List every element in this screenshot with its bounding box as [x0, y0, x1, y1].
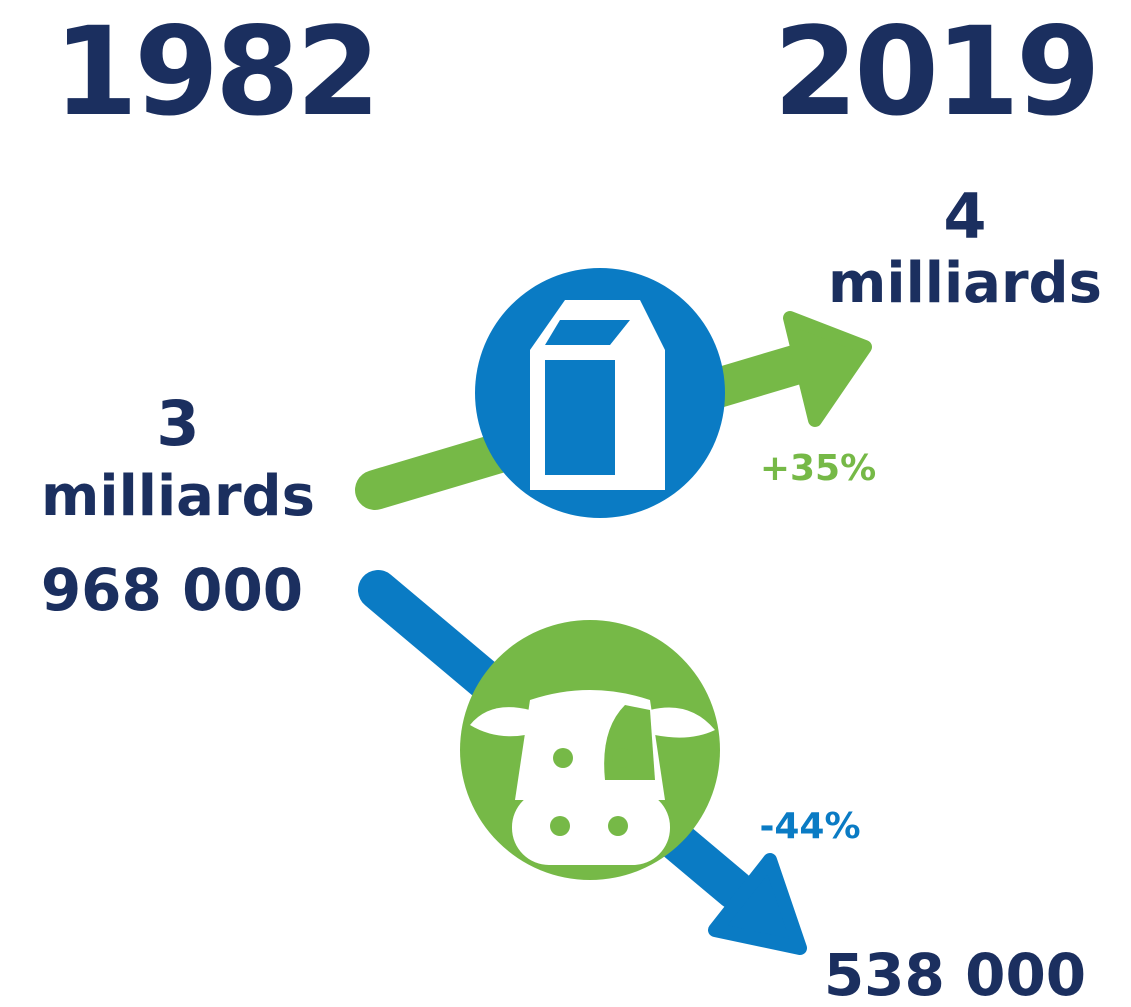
milk-change: +35%	[760, 448, 876, 489]
milk-icon	[475, 268, 725, 518]
milk-to-unit: milliards	[828, 251, 1102, 316]
milk-to-number: 4	[943, 180, 986, 253]
cows-from: 968 000	[41, 556, 303, 624]
cows-to: 538 000	[824, 941, 1086, 1007]
year-end: 2019	[773, 1, 1097, 143]
cow-icon	[460, 620, 720, 880]
milk-from-unit: milliards	[41, 464, 315, 529]
year-start: 1982	[53, 1, 377, 143]
cows-change: -44%	[759, 806, 860, 847]
milk-from-number: 3	[156, 387, 199, 460]
